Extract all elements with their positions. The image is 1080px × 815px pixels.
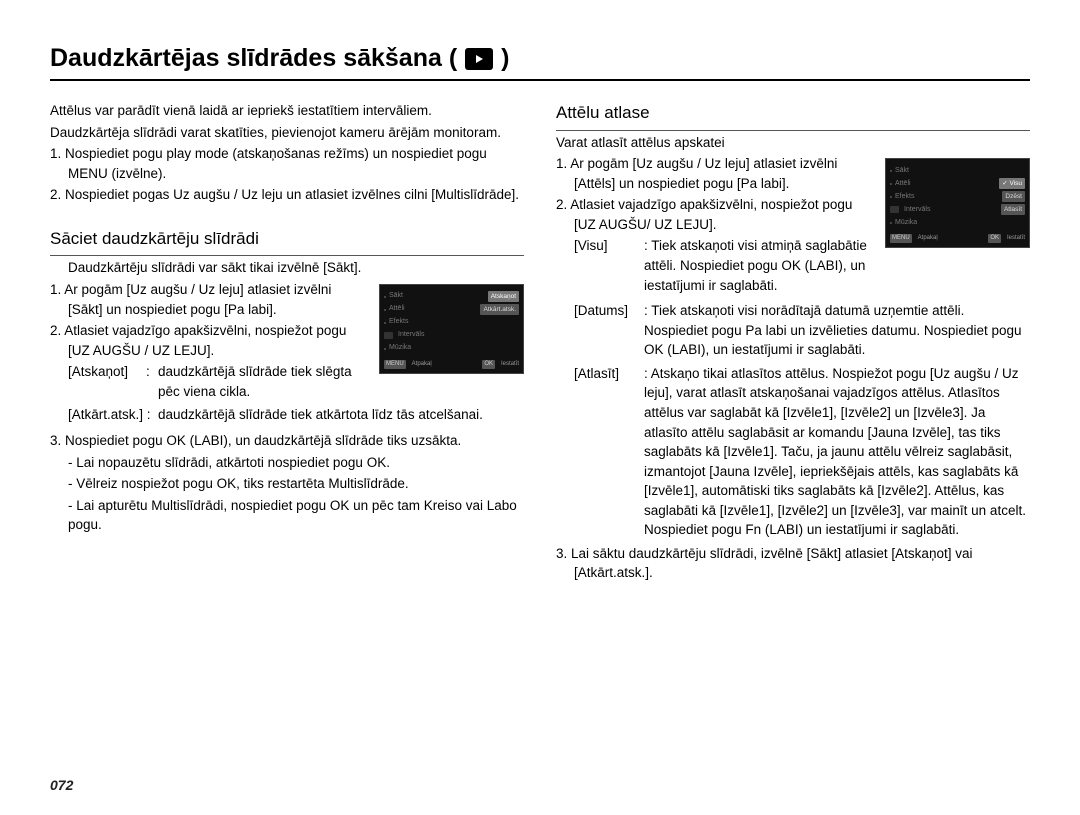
menu-item: Efekts <box>389 317 408 327</box>
sub-bullet: - Vēlreiz nospiežot pogu OK, tiks restar… <box>50 474 524 494</box>
menu-option: Atlasīt <box>1001 204 1025 215</box>
menu-option: ✓ Visu <box>999 178 1025 189</box>
definition-row: [Datums] : Tiek atskaņoti visi norādītaj… <box>556 301 1030 362</box>
menu-footer: Atpakaļ <box>412 360 432 369</box>
left-column: Attēlus var parādīt vienā laidā ar iepri… <box>50 101 524 585</box>
play-mode-icon <box>890 206 899 213</box>
menu-footer: Atpakaļ <box>918 234 938 243</box>
camera-menu-thumbnail-select: Sākt Attēli ✓ Visu Efekts Dzēst Intervāls A… <box>885 158 1030 248</box>
intro-step: 1. Nospiediet pogu play mode (atskaņošan… <box>50 144 524 183</box>
intro-line: Daudzkārtēja slīdrādi varat skatīties, p… <box>50 123 524 143</box>
menu-item: Mūzika <box>895 218 917 228</box>
right-column: Attēlu atlase Varat atlasīt attēlus apsk… <box>556 101 1030 585</box>
definition-row: [Atlasīt] : Atskaņo tikai atlasītos attē… <box>556 364 1030 542</box>
page-number: 072 <box>50 777 73 793</box>
title-rule <box>50 79 1030 81</box>
def-colon: : <box>146 362 158 401</box>
def-key: [Atkārt.atsk.] : <box>68 405 158 425</box>
menu-item: Intervāls <box>904 205 930 215</box>
camera-menu-thumbnail-start: Sākt Atskaņot Attēli Atkārt.atsk. Efekts I… <box>379 284 524 374</box>
step: 3. Nospiediet pogu OK (LABI), un daudzkā… <box>50 431 524 451</box>
def-key: [Visu] <box>574 236 644 295</box>
section-select-intro: Varat atlasīt attēlus apskatei <box>556 133 1030 153</box>
page-title: Daudzkārtējas slīdrādes sākšana ( ) <box>50 44 1030 73</box>
def-key: [Datums] <box>574 301 644 360</box>
def-val: : Atskaņo tikai atlasītos attēlus. Nospi… <box>644 364 1030 540</box>
play-mode-icon <box>384 332 393 339</box>
menu-item: Attēli <box>895 179 911 189</box>
def-key: [Atlasīt] <box>574 364 644 540</box>
menu-tag: MENU <box>890 234 912 243</box>
menu-item: Attēli <box>389 304 405 314</box>
menu-footer: Iestatīt <box>1007 234 1025 243</box>
def-val: : Tiek atskaņoti visi norādītajā datumā … <box>644 301 1030 360</box>
title-close: ) <box>501 44 509 73</box>
definition-row: [Atkārt.atsk.] : daudzkārtējā slīdrāde t… <box>50 405 524 427</box>
menu-option: Dzēst <box>1002 191 1025 202</box>
menu-item: Efekts <box>895 192 914 202</box>
def-val: : Tiek atskaņoti visi atmiņā saglabātie … <box>644 236 875 295</box>
play-icon <box>465 48 493 70</box>
menu-footer: Iestatīt <box>501 360 519 369</box>
menu-item: Mūzika <box>389 343 411 353</box>
title-text: Daudzkārtējas slīdrādes sākšana ( <box>50 44 457 73</box>
intro-line: Attēlus var parādīt vienā laidā ar iepri… <box>50 101 524 121</box>
sub-bullet: - Lai apturētu Multislīdrādi, nospiediet… <box>50 496 524 535</box>
menu-option: Atskaņot <box>488 291 519 302</box>
menu-option: Atkārt.atsk. <box>480 304 519 315</box>
menu-item: Sākt <box>389 291 403 301</box>
definition-row: [Visu] : Tiek atskaņoti visi atmiņā sagl… <box>556 236 875 297</box>
menu-item: Intervāls <box>398 330 424 340</box>
menu-item: Sākt <box>895 166 909 176</box>
definition-row: [Atskaņot] : daudzkārtējā slīdrāde tiek … <box>50 362 369 403</box>
ok-tag: OK <box>482 360 495 369</box>
section-start-heading: Sāciet daudzkārtēju slīdrādi <box>50 227 524 257</box>
section-select-heading: Attēlu atlase <box>556 101 1030 131</box>
ok-tag: OK <box>988 234 1001 243</box>
menu-tag: MENU <box>384 360 406 369</box>
step: 3. Lai sāktu daudzkārtēju slīdrādi, izvē… <box>556 544 1030 583</box>
def-val: daudzkārtējā slīdrāde tiek atkārtota līd… <box>158 405 524 425</box>
def-val: daudzkārtējā slīdrāde tiek slēgta pēc vi… <box>158 362 369 401</box>
section-start-intro: Daudzkārtēju slīdrādi var sākt tikai izv… <box>50 258 524 278</box>
intro-step: 2. Nospiediet pogas Uz augšu / Uz leju u… <box>50 185 524 205</box>
sub-bullet: - Lai nopauzētu slīdrādi, atkārtoti nosp… <box>50 453 524 473</box>
def-key: [Atskaņot] <box>68 362 146 401</box>
